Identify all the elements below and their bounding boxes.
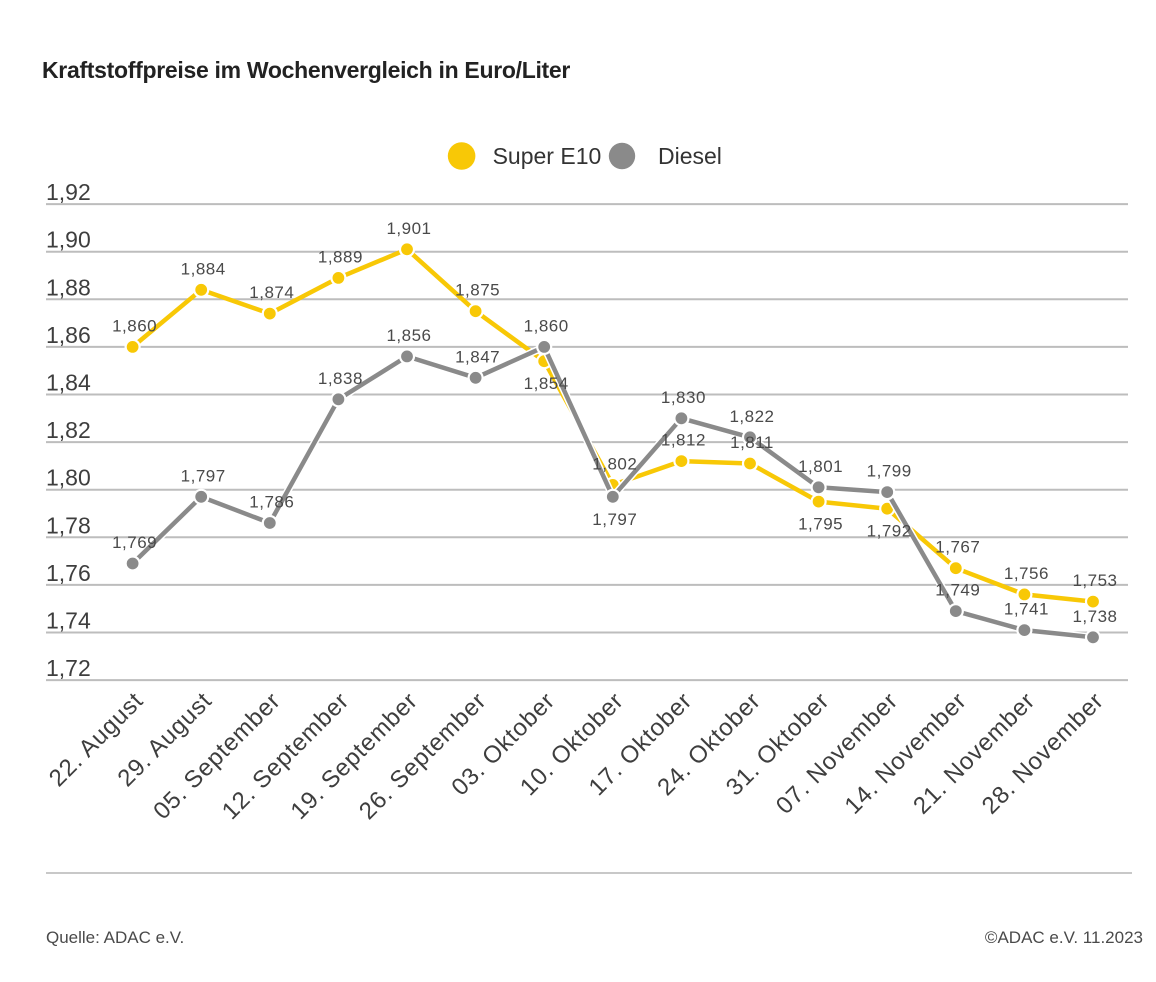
svg-text:1,786: 1,786 bbox=[249, 493, 294, 512]
svg-text:1,86: 1,86 bbox=[46, 322, 91, 348]
svg-text:1,838: 1,838 bbox=[318, 369, 363, 388]
svg-text:1,860: 1,860 bbox=[112, 316, 157, 335]
svg-text:1,802: 1,802 bbox=[592, 454, 637, 473]
svg-text:1,795: 1,795 bbox=[798, 515, 843, 534]
svg-text:21. November: 21. November bbox=[908, 687, 1040, 819]
svg-text:Super E10: Super E10 bbox=[493, 143, 602, 169]
svg-text:1,874: 1,874 bbox=[249, 283, 294, 302]
svg-text:1,90: 1,90 bbox=[46, 227, 91, 253]
svg-text:1,830: 1,830 bbox=[661, 388, 706, 407]
svg-text:1,797: 1,797 bbox=[592, 510, 637, 529]
svg-text:1,741: 1,741 bbox=[1004, 600, 1049, 619]
svg-text:1,884: 1,884 bbox=[181, 259, 226, 278]
svg-text:1,792: 1,792 bbox=[867, 522, 912, 541]
svg-text:1,92: 1,92 bbox=[46, 179, 91, 205]
svg-text:1,767: 1,767 bbox=[935, 538, 980, 557]
svg-text:1,811: 1,811 bbox=[730, 433, 774, 452]
svg-text:1,812: 1,812 bbox=[661, 431, 706, 450]
svg-text:07. November: 07. November bbox=[771, 687, 903, 819]
svg-text:1,88: 1,88 bbox=[46, 274, 91, 300]
svg-text:1,80: 1,80 bbox=[46, 465, 91, 491]
svg-text:1,847: 1,847 bbox=[455, 347, 500, 366]
svg-text:28. November: 28. November bbox=[977, 687, 1109, 819]
svg-text:1,901: 1,901 bbox=[386, 219, 431, 238]
svg-text:1,889: 1,889 bbox=[318, 247, 363, 266]
svg-text:1,822: 1,822 bbox=[729, 407, 774, 426]
svg-text:1,799: 1,799 bbox=[867, 462, 912, 481]
svg-text:1,797: 1,797 bbox=[181, 466, 226, 485]
svg-text:1,860: 1,860 bbox=[524, 316, 569, 335]
svg-text:1,856: 1,856 bbox=[386, 326, 431, 345]
svg-text:1,756: 1,756 bbox=[1004, 564, 1049, 583]
svg-text:1,769: 1,769 bbox=[112, 533, 157, 552]
svg-text:Quelle: ADAC e.V.: Quelle: ADAC e.V. bbox=[46, 928, 184, 947]
svg-text:14. November: 14. November bbox=[840, 687, 972, 819]
svg-text:Diesel: Diesel bbox=[658, 143, 722, 169]
svg-text:1,738: 1,738 bbox=[1072, 607, 1117, 626]
svg-text:1,84: 1,84 bbox=[46, 370, 91, 396]
svg-text:1,753: 1,753 bbox=[1072, 571, 1117, 590]
svg-text:1,72: 1,72 bbox=[46, 655, 91, 681]
svg-text:1,801: 1,801 bbox=[798, 457, 843, 476]
svg-text:©ADAC e.V. 11.2023: ©ADAC e.V. 11.2023 bbox=[985, 928, 1143, 947]
svg-text:1,78: 1,78 bbox=[46, 512, 91, 538]
svg-text:1,82: 1,82 bbox=[46, 417, 91, 443]
svg-text:1,74: 1,74 bbox=[46, 608, 91, 634]
svg-text:1,875: 1,875 bbox=[455, 281, 500, 300]
svg-text:1,854: 1,854 bbox=[524, 374, 569, 393]
svg-text:1,76: 1,76 bbox=[46, 560, 91, 586]
svg-text:1,749: 1,749 bbox=[935, 581, 980, 600]
